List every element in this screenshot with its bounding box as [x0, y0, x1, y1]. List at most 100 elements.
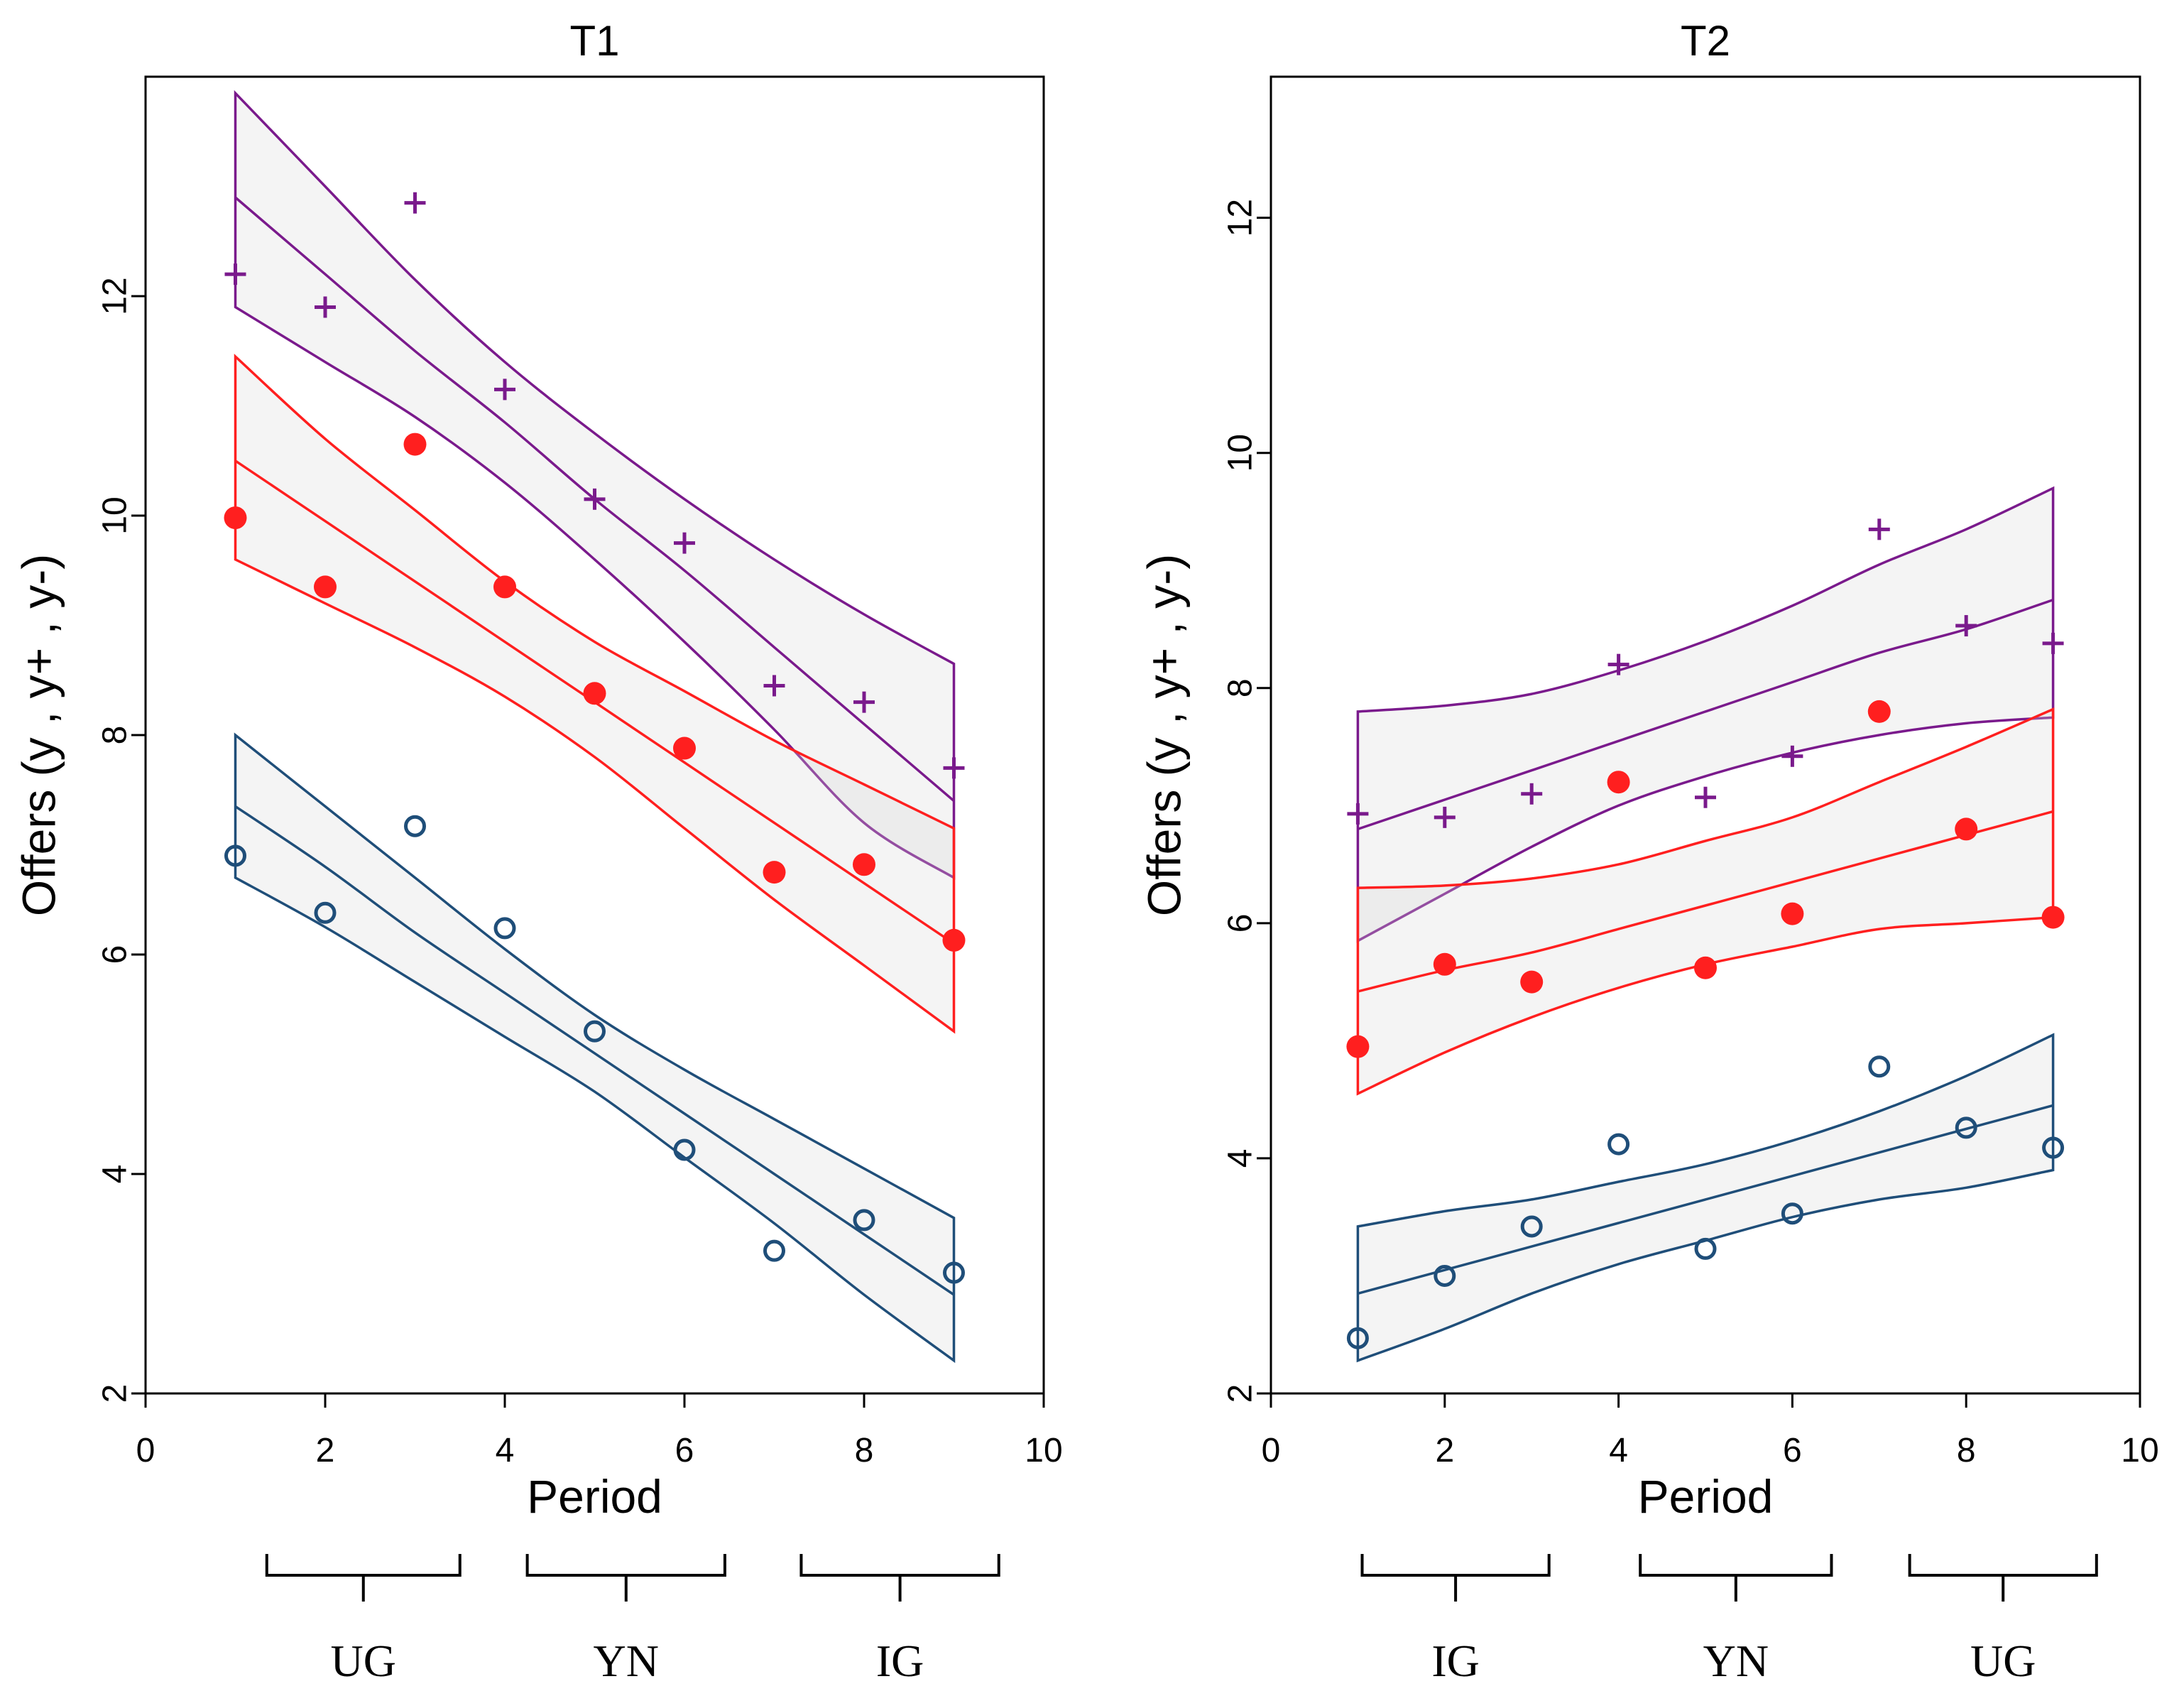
- plot-frame: [1270, 75, 2141, 1395]
- data-point-y-: [1955, 1116, 1977, 1139]
- data-point-y+: [674, 532, 695, 554]
- panel-t2: T2 Period Offers (y , y+ , y-) 0 2 4 6 8 10 2 4…: [1137, 17, 2158, 1686]
- confidence-band-y-: [1356, 1033, 2055, 1363]
- y-tick-label: 10: [1222, 434, 1260, 472]
- data-point-y: [673, 736, 696, 760]
- data-point-y: [1607, 771, 1630, 794]
- data-point-y-: [1607, 1133, 1630, 1156]
- y-tick-label: 6: [97, 945, 134, 964]
- y-axis-label: Offers (y , y+ , y-): [12, 554, 65, 916]
- data-point-y-: [1520, 1215, 1543, 1238]
- data-point-y: [583, 682, 606, 705]
- data-point-y: [853, 853, 875, 876]
- data-point-y+: [584, 488, 606, 510]
- data-point-y+: [404, 192, 426, 214]
- data-point-y-: [314, 901, 337, 924]
- data-point-y+: [1607, 653, 1629, 675]
- data-point-y: [1694, 956, 1717, 979]
- data-point-y: [942, 928, 966, 952]
- x-tick-label: 6: [1783, 1432, 1802, 1469]
- data-point-y+: [1781, 745, 1803, 767]
- x-tick-label: 8: [1957, 1432, 1976, 1469]
- y-tick-label: 4: [1222, 1149, 1260, 1168]
- phase-label: UG: [331, 1636, 396, 1686]
- data-point-y-: [1781, 1202, 1803, 1225]
- data-point-y-: [673, 1138, 696, 1161]
- phase-label: YN: [1703, 1636, 1769, 1686]
- y-tick-label: 6: [1222, 914, 1260, 933]
- phase-bracket: [265, 1554, 462, 1602]
- phase-label: IG: [876, 1636, 924, 1686]
- y-tick-label: 12: [97, 277, 134, 315]
- data-point-y-: [763, 1239, 785, 1262]
- data-point-y+: [2042, 632, 2064, 654]
- data-point-y-: [2042, 1136, 2065, 1159]
- data-point-y: [1955, 817, 1978, 841]
- data-point-y-: [584, 1020, 606, 1043]
- phase-bracket: [799, 1554, 1000, 1602]
- y-tick-label: 2: [1222, 1384, 1260, 1403]
- data-point-y-: [1868, 1055, 1891, 1078]
- data-point-y: [1346, 1035, 1370, 1058]
- data-point-y-: [1346, 1327, 1369, 1349]
- panel-title: T2: [1681, 17, 1730, 65]
- x-tick-label: 4: [496, 1432, 515, 1469]
- data-point-y: [1781, 902, 1804, 925]
- data-point-y+: [1955, 615, 1977, 637]
- data-point-y+: [494, 379, 515, 401]
- panel-t1: T1 Period Offers (y , y+ , y-) 0 2 4 6 8 10 2 4…: [12, 17, 1062, 1686]
- panel-title: T1: [569, 17, 619, 65]
- data-point-y+: [1868, 518, 1890, 540]
- data-point-y+: [1521, 783, 1543, 805]
- y-tick-label: 2: [97, 1384, 134, 1403]
- phase-label: YN: [594, 1636, 659, 1686]
- data-point-y: [224, 506, 247, 530]
- x-tick-label: 0: [1262, 1432, 1281, 1469]
- data-point-y-: [493, 917, 516, 940]
- data-point-y+: [1434, 806, 1456, 828]
- phase-label: UG: [1970, 1636, 2036, 1686]
- x-axis-label: Period: [1638, 1470, 1774, 1523]
- y-tick-label: 8: [97, 726, 134, 745]
- x-tick-label: 2: [1435, 1432, 1454, 1469]
- x-tick-label: 10: [1025, 1432, 1062, 1469]
- data-point-y: [2041, 906, 2065, 929]
- data-point-y+: [315, 296, 336, 318]
- x-tick-label: 4: [1609, 1432, 1628, 1469]
- y-tick-label: 12: [1222, 199, 1260, 237]
- x-tick-label: 6: [675, 1432, 694, 1469]
- data-point-y+: [224, 263, 246, 286]
- data-point-y: [403, 433, 427, 456]
- x-tick-label: 0: [136, 1432, 155, 1469]
- data-point-y-: [943, 1261, 965, 1284]
- fit-line-y: [1357, 810, 2054, 993]
- phase-label: IG: [1431, 1636, 1480, 1686]
- data-point-y: [763, 861, 786, 884]
- x-tick-label: 10: [2121, 1432, 2158, 1469]
- phase-bracket: [525, 1554, 726, 1602]
- data-point-y-: [853, 1209, 875, 1232]
- data-point-y-: [1434, 1264, 1456, 1287]
- fit-line-y-: [234, 805, 955, 1296]
- data-point-y-: [224, 844, 246, 867]
- x-tick-label: 8: [855, 1432, 874, 1469]
- data-point-y+: [943, 757, 965, 779]
- data-point-y: [1520, 970, 1544, 994]
- confidence-band-y-: [234, 732, 956, 1364]
- y-tick-label: 4: [97, 1165, 134, 1184]
- data-point-y-: [404, 815, 426, 837]
- phase-bracket: [1360, 1554, 1551, 1602]
- x-axis-label: Period: [527, 1470, 662, 1523]
- phase-bracket: [1639, 1554, 1833, 1602]
- fit-line-y-: [1357, 1104, 2054, 1295]
- data-point-y: [493, 575, 516, 599]
- data-point-y+: [853, 691, 875, 713]
- data-point-y+: [763, 675, 785, 697]
- y-tick-label: 8: [1222, 678, 1260, 697]
- data-point-y: [314, 575, 337, 599]
- y-tick-label: 10: [97, 496, 134, 534]
- data-point-y: [1867, 700, 1891, 723]
- x-tick-label: 2: [316, 1432, 335, 1469]
